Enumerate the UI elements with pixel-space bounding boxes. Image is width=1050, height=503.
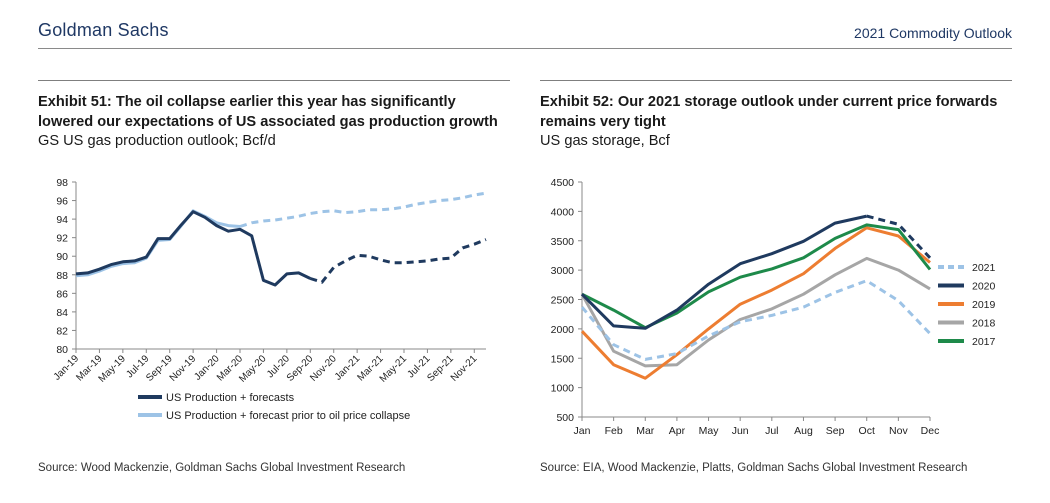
x-tick-label: May-20 [237,353,269,385]
y-tick-label: 2500 [551,295,575,307]
series-line-2020-forecast [866,214,932,259]
legend-label: 2021 [972,262,996,274]
x-tick-label: Apr [669,425,686,437]
series-line-2018 [580,256,931,368]
y-tick-label: 82 [56,325,68,337]
legend-label: 2017 [972,336,996,348]
y-tick-label: 88 [56,270,68,282]
x-tick-label: Nov [889,425,908,437]
x-tick-label: Nov-21 [449,353,480,384]
exhibit-52-divider [540,80,1012,81]
exhibit-52-source: Source: EIA, Wood Mackenzie, Platts, Gol… [540,462,968,474]
y-tick-label: 3500 [551,236,575,248]
x-tick-label: Aug [794,425,813,437]
y-tick-label: 92 [56,233,68,245]
series-line-solid-production [75,210,311,287]
legend-label: US Production + forecast prior to oil pr… [166,410,410,422]
x-tick-label: Dec [921,425,940,437]
y-tick-label: 3000 [551,265,575,277]
exhibit-51-subtitle: GS US gas production outlook; Bcf/d [38,133,276,149]
x-tick-label: Jun [732,425,749,437]
production-outlook-chart: 80828486889092949698Jan-19Mar-19May-19Ju… [52,177,487,422]
series-line-2021 [580,279,932,361]
gas-storage-chart: 500 1000 1500 2000 2500 3000 3500 4000 4500 Jan Fe… [551,177,996,437]
y-tick-label: 4500 [551,177,575,189]
y-tick-label: 1500 [551,353,575,365]
y-tick-label: 86 [56,288,68,300]
y-tick-label: 98 [56,177,68,189]
exhibit-52-panel: Exhibit 52: Our 2021 storage outlook und… [540,80,1012,480]
x-tick-label: May-21 [378,353,410,385]
y-tick-label: 4000 [551,206,575,218]
legend-label: 2020 [972,281,996,293]
legend-label: US Production + forecasts [166,392,295,404]
exhibit-51-divider [38,80,510,81]
exhibit-51-title: Exhibit 51: The oil collapse earlier thi… [38,94,498,130]
y-tick-label: 80 [56,344,68,356]
x-tick-label: Oct [859,425,875,437]
legend-label: 2018 [972,318,996,330]
series-line-2017 [581,223,932,330]
series-line-2020-solid [580,214,868,330]
x-tick-label: May [699,425,720,437]
y-tick-label: 94 [56,214,68,226]
y-tick-label: 500 [556,412,574,424]
x-tick-label: Mar [636,425,655,437]
legend-label: 2019 [972,299,996,311]
y-tick-label: 2000 [551,324,575,336]
x-tick-label: Sep [826,425,845,437]
x-tick-label: Nov-19 [168,353,199,384]
x-tick-label: Jan [574,425,591,437]
exhibit-51-source: Source: Wood Mackenzie, Goldman Sachs Gl… [38,462,406,474]
header-divider [38,48,1012,49]
series-line-solid-pre-collapse [75,209,241,278]
report-title: 2021 Commodity Outlook [854,25,1012,41]
x-tick-label: Jul [765,425,778,437]
y-tick-label: 1000 [551,383,575,395]
series-line-2019 [580,226,931,380]
series-line-forecast-pre-collapse [239,191,487,228]
x-tick-label: Feb [605,425,623,437]
x-tick-label: Nov-20 [308,353,339,384]
y-tick-label: 96 [56,196,68,208]
x-tick-label: May-19 [97,353,129,385]
y-tick-label: 84 [56,307,68,319]
exhibit-51-panel: Exhibit 51: The oil collapse earlier thi… [38,80,510,480]
y-tick-label: 90 [56,251,68,263]
exhibit-52-subtitle: US gas storage, Bcf [540,133,670,149]
exhibit-52-title: Exhibit 52: Our 2021 storage outlook und… [540,94,998,130]
brand-logo-text: Goldman Sachs [38,20,169,40]
series-line-forecast-production [309,238,487,284]
